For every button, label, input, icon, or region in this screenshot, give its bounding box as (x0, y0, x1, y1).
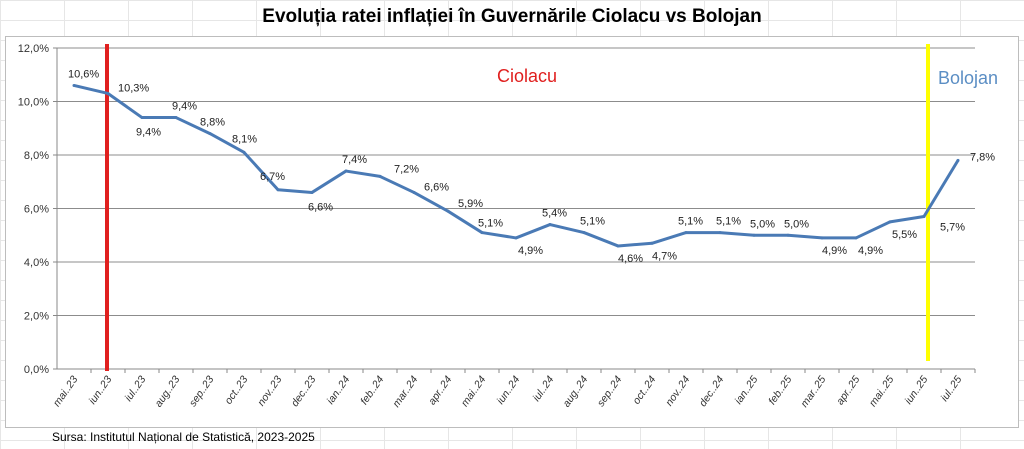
x-tick-label: nov..24 (663, 374, 692, 409)
x-tick-label: sep..23 (187, 374, 217, 409)
x-tick-label: feb..24 (358, 374, 386, 407)
data-label: 5,5% (892, 229, 917, 241)
data-label: 6,6% (424, 181, 449, 193)
x-tick-label: apr..24 (426, 374, 454, 407)
x-tick-label: aug..23 (153, 374, 183, 410)
data-point (106, 91, 110, 95)
data-label: 5,0% (750, 218, 775, 230)
x-tick-label: mar..25 (798, 374, 828, 410)
data-label: 5,7% (940, 222, 965, 234)
y-tick-label: 10,0% (18, 97, 49, 109)
data-label: 5,1% (478, 218, 503, 230)
data-point (786, 233, 790, 237)
x-tick-label: sep..24 (595, 374, 625, 409)
data-point (242, 150, 246, 154)
data-label: 8,8% (200, 117, 225, 129)
data-point (922, 215, 926, 219)
x-tick-label: aug..24 (561, 374, 591, 410)
data-label: 5,1% (580, 216, 605, 228)
data-point (888, 220, 892, 224)
x-tick-label: mar..24 (390, 374, 420, 410)
y-tick-label: 0,0% (24, 364, 49, 376)
data-label: 5,1% (716, 216, 741, 228)
data-label: 7,2% (394, 163, 419, 175)
data-label: 8,1% (232, 133, 257, 145)
data-point (820, 236, 824, 240)
y-tick-label: 2,0% (24, 311, 49, 323)
bolojan-label: Bolojan (938, 68, 998, 88)
data-point (514, 236, 518, 240)
data-label: 4,6% (618, 253, 643, 265)
x-tick-label: dec..23 (289, 374, 319, 409)
ciolacu-label: Ciolacu (497, 66, 557, 86)
data-label: 7,4% (342, 154, 367, 166)
data-point (446, 209, 450, 213)
data-point (616, 244, 620, 248)
chart-title: Evoluția ratei inflației în Guvernările … (262, 6, 762, 27)
x-tick-label: oct..23 (223, 374, 251, 407)
data-label: 5,9% (458, 198, 483, 210)
data-label: 7,8% (970, 151, 995, 163)
x-tick-label: ian..24 (325, 374, 353, 407)
y-tick-label: 8,0% (24, 150, 49, 162)
data-label: 4,9% (518, 245, 543, 257)
data-label: 10,3% (118, 82, 149, 94)
y-tick-label: 6,0% (24, 204, 49, 216)
x-tick-label: mai..24 (459, 374, 489, 409)
data-point (174, 116, 178, 120)
data-point (378, 174, 382, 178)
data-point (684, 231, 688, 235)
x-tick-label: oct..24 (631, 374, 659, 407)
x-tick-label: mai..23 (51, 374, 81, 409)
x-tick-label: ian..25 (733, 374, 761, 407)
y-tick-label: 12,0% (18, 43, 49, 55)
data-point (276, 188, 280, 192)
x-tick-label: iun..25 (903, 374, 931, 407)
x-tick-label: apr..25 (834, 374, 862, 407)
data-label: 4,9% (822, 245, 847, 257)
x-tick-label: mai..25 (867, 374, 897, 409)
data-point (412, 190, 416, 194)
data-point (582, 231, 586, 235)
data-label: 10,6% (68, 68, 99, 80)
data-point (480, 231, 484, 235)
series-line (73, 83, 960, 248)
data-label: 4,7% (652, 250, 677, 262)
data-point (72, 83, 76, 87)
x-tick-label: nov..23 (255, 374, 284, 409)
data-point (208, 132, 212, 136)
x-tick-label: iul..23 (123, 374, 149, 404)
data-label: 5,1% (678, 216, 703, 228)
data-point (650, 241, 654, 245)
source-note: Sursa: Institutul Național de Statistică… (52, 430, 315, 444)
data-point (854, 236, 858, 240)
data-point (310, 190, 314, 194)
data-label: 9,4% (136, 127, 161, 139)
x-tick-label: feb..25 (766, 374, 794, 407)
x-tick-label: dec..24 (697, 374, 727, 409)
data-point (548, 223, 552, 227)
data-label: 4,9% (858, 245, 883, 257)
x-tick-label: iul..25 (939, 374, 965, 404)
data-point (956, 158, 960, 162)
x-tick-label: iun..23 (87, 374, 115, 407)
data-label: 6,7% (260, 171, 285, 183)
y-tick-label: 4,0% (24, 257, 49, 269)
data-label: 9,4% (172, 101, 197, 113)
data-label: 5,0% (784, 218, 809, 230)
data-label: 5,4% (542, 208, 567, 220)
data-point (140, 116, 144, 120)
x-tick-label: iun..24 (495, 374, 523, 407)
data-point (344, 169, 348, 173)
data-point (718, 231, 722, 235)
x-tick-label: iul..24 (531, 374, 557, 404)
data-label: 6,6% (308, 201, 333, 213)
data-point (752, 233, 756, 237)
